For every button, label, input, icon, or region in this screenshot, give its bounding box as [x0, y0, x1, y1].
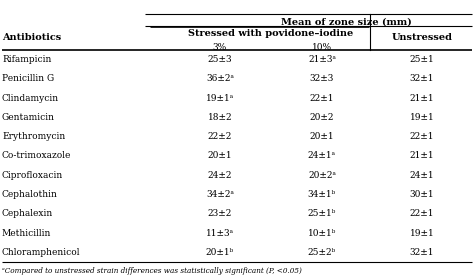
Text: 23±2: 23±2: [208, 209, 232, 218]
Text: 20±1: 20±1: [310, 132, 334, 141]
Text: Chloramphenicol: Chloramphenicol: [2, 248, 81, 257]
Text: Cephalothin: Cephalothin: [2, 190, 58, 199]
Text: Cephalexin: Cephalexin: [2, 209, 53, 218]
Text: 36±2ᵃ: 36±2ᵃ: [206, 74, 234, 83]
Text: 18±2: 18±2: [208, 113, 232, 122]
Text: Penicillin G: Penicillin G: [2, 74, 54, 83]
Text: 24±2: 24±2: [208, 171, 232, 180]
Text: 3%: 3%: [213, 42, 227, 52]
Text: 22±2: 22±2: [208, 132, 232, 141]
Text: Mean of zone size (mm): Mean of zone size (mm): [281, 18, 411, 27]
Text: 34±1ᵇ: 34±1ᵇ: [308, 190, 336, 199]
Text: 21±1: 21±1: [410, 151, 434, 160]
Text: 30±1: 30±1: [410, 190, 434, 199]
Text: 19±1: 19±1: [410, 229, 434, 238]
Text: Co-trimoxazole: Co-trimoxazole: [2, 151, 72, 160]
Text: 34±2ᵃ: 34±2ᵃ: [206, 190, 234, 199]
Text: Gentamicin: Gentamicin: [2, 113, 55, 122]
Text: 32±3: 32±3: [310, 74, 334, 83]
Text: 20±1: 20±1: [208, 151, 232, 160]
Text: Antibiotics: Antibiotics: [2, 33, 61, 42]
Text: 10±1ᵇ: 10±1ᵇ: [308, 229, 336, 238]
Text: 22±1: 22±1: [410, 209, 434, 218]
Text: 20±2ᵃ: 20±2ᵃ: [308, 171, 336, 180]
Text: 11±3ᵃ: 11±3ᵃ: [206, 229, 234, 238]
Text: 32±1: 32±1: [410, 74, 434, 83]
Text: 20±2: 20±2: [310, 113, 334, 122]
Text: Clindamycin: Clindamycin: [2, 94, 59, 103]
Text: 25±1: 25±1: [410, 55, 434, 64]
Text: Rifampicin: Rifampicin: [2, 55, 51, 64]
Text: 25±3: 25±3: [208, 55, 232, 64]
Text: 25±1ᵇ: 25±1ᵇ: [308, 209, 336, 218]
Text: 24±1ᵃ: 24±1ᵃ: [308, 151, 336, 160]
Text: Unstressed: Unstressed: [392, 33, 453, 42]
Text: Methicillin: Methicillin: [2, 229, 51, 238]
Text: 10%: 10%: [312, 42, 332, 52]
Text: 19±1: 19±1: [410, 113, 434, 122]
Text: 20±1ᵇ: 20±1ᵇ: [206, 248, 234, 257]
Text: 21±3ᵃ: 21±3ᵃ: [308, 55, 336, 64]
Text: ᵃCompared to unstressed strain differences was statistically significant (P, <0.: ᵃCompared to unstressed strain differenc…: [2, 267, 302, 275]
Text: 22±1: 22±1: [410, 132, 434, 141]
Text: 22±1: 22±1: [310, 94, 334, 103]
Text: 21±1: 21±1: [410, 94, 434, 103]
Text: Ciprofloxacin: Ciprofloxacin: [2, 171, 63, 180]
Text: 24±1: 24±1: [410, 171, 434, 180]
Text: 19±1ᵃ: 19±1ᵃ: [206, 94, 234, 103]
Text: 25±2ᵇ: 25±2ᵇ: [308, 248, 336, 257]
Text: Stressed with povidone–iodine: Stressed with povidone–iodine: [188, 30, 354, 39]
Text: Erythromycin: Erythromycin: [2, 132, 65, 141]
Text: 32±1: 32±1: [410, 248, 434, 257]
